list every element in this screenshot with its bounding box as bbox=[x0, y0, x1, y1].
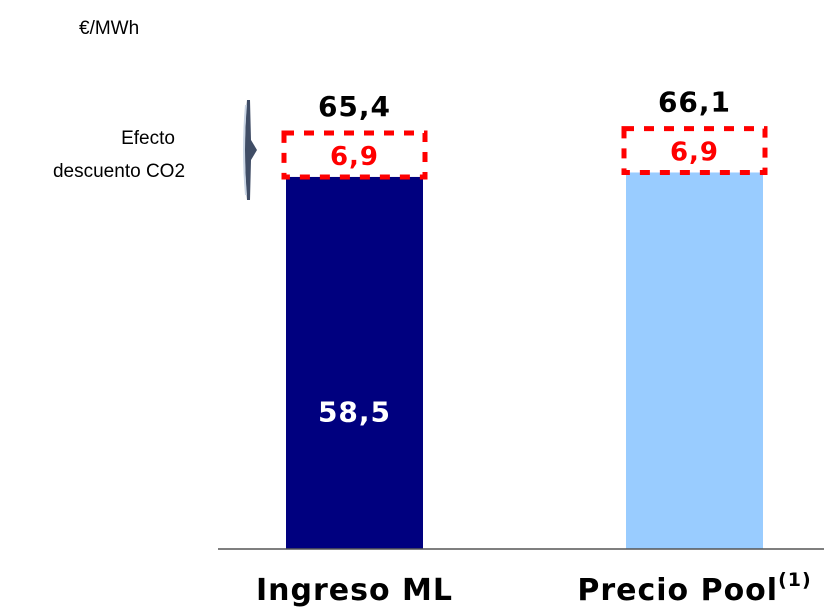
total-label-1: 66,1 bbox=[658, 86, 731, 119]
bar-0 bbox=[286, 176, 423, 549]
bar-value-label-0: 58,5 bbox=[318, 395, 391, 428]
co2-label-1: 6,9 bbox=[670, 138, 719, 168]
co2-boxes-layer bbox=[281, 126, 768, 180]
unit-label: €/MWh bbox=[79, 18, 139, 39]
annotation-line-1: Efecto bbox=[121, 128, 175, 149]
category-superscript-1: (1) bbox=[778, 569, 812, 591]
annotation-line-2: descuento CO2 bbox=[53, 161, 185, 182]
co2-label-0: 6,9 bbox=[330, 142, 379, 172]
co2-box-1 bbox=[621, 126, 768, 175]
category-label-1: Precio Pool(1) bbox=[577, 569, 811, 607]
co2-box-0 bbox=[281, 130, 428, 180]
annotation-bracket bbox=[243, 100, 257, 200]
total-label-0: 65,4 bbox=[318, 90, 391, 123]
labels-layer: 6,9 65,4 58,5 Ingreso ML 6,9 66,1 Precio Pool(… bbox=[256, 86, 811, 607]
bar-1 bbox=[626, 172, 763, 549]
bars-layer bbox=[286, 172, 763, 549]
category-label-0: Ingreso ML bbox=[256, 573, 453, 607]
